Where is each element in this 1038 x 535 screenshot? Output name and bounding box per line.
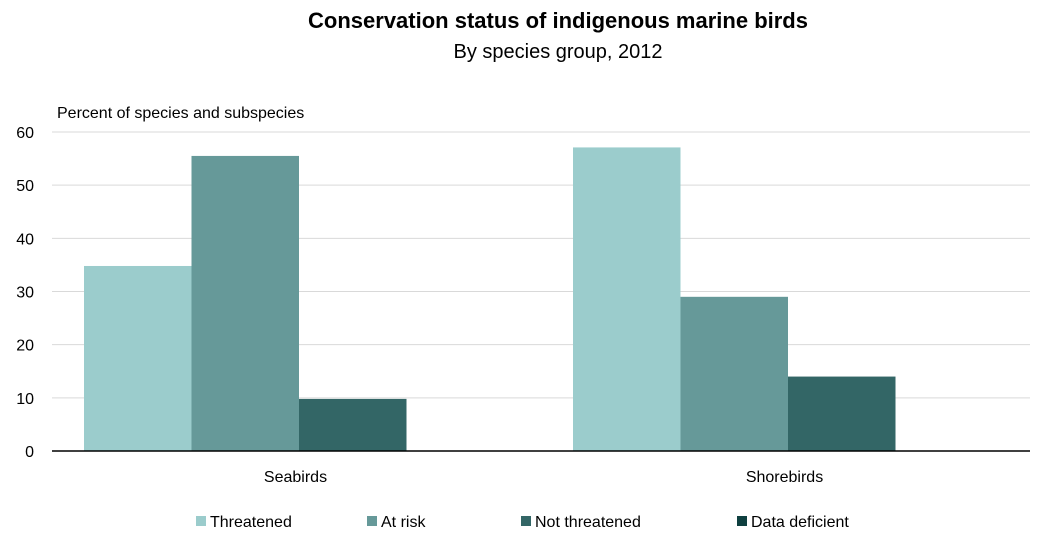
x-category-label: Shorebirds xyxy=(746,469,823,486)
bar-at-risk xyxy=(680,296,788,451)
legend-swatch xyxy=(367,516,377,526)
chart-title: Conservation status of indigenous marine… xyxy=(308,8,808,33)
y-tick-label: 20 xyxy=(16,338,34,355)
bar-not-threatened xyxy=(299,398,407,451)
y-tick-label: 60 xyxy=(16,125,34,142)
y-tick-label: 10 xyxy=(16,391,34,408)
legend-label: At risk xyxy=(381,514,426,531)
chart-subtitle: By species group, 2012 xyxy=(453,41,662,63)
y-tick-label: 30 xyxy=(16,285,34,302)
y-tick-labels: 0 10 20 30 40 50 60 xyxy=(16,125,34,461)
y-tick-label: 50 xyxy=(16,178,34,195)
bar-threatened xyxy=(84,265,192,451)
legend-label: Data deficient xyxy=(751,514,849,531)
bar-at-risk xyxy=(191,155,299,452)
bar-not-threatened xyxy=(788,376,896,451)
legend-swatch xyxy=(196,516,206,526)
legend-label: Not threatened xyxy=(535,514,641,531)
y-tick-label: 0 xyxy=(25,444,34,461)
bar-threatened xyxy=(573,147,681,451)
legend-swatch xyxy=(737,516,747,526)
y-tick-label: 40 xyxy=(16,231,34,248)
legend: Threatened At risk Not threatened Data defi… xyxy=(196,514,849,531)
legend-swatch xyxy=(521,516,531,526)
y-axis-label: Percent of species and subspecies xyxy=(57,105,304,122)
x-category-label: Seabirds xyxy=(264,469,327,486)
x-category-labels: Seabirds Shorebirds xyxy=(264,469,823,486)
bars xyxy=(84,147,896,452)
legend-label: Threatened xyxy=(210,514,292,531)
